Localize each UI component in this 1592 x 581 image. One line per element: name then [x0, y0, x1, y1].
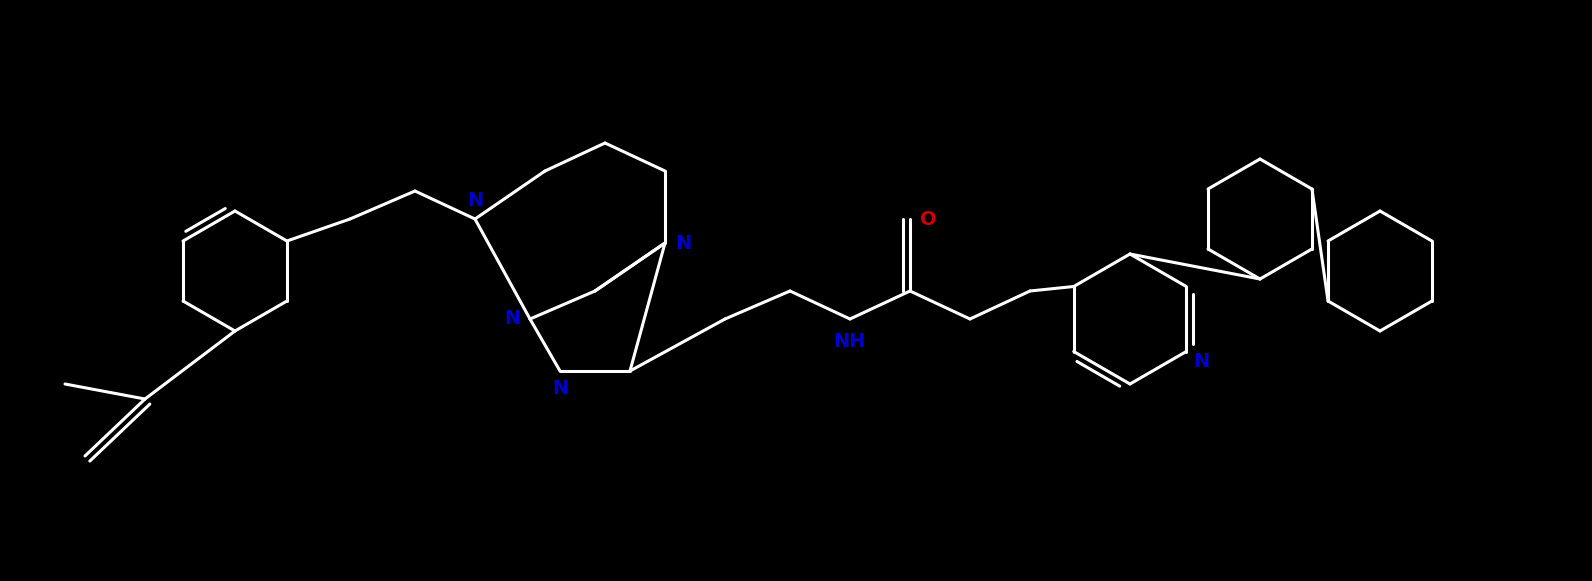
Text: N: N [1192, 352, 1210, 371]
Text: N: N [505, 310, 521, 328]
Text: O: O [920, 210, 936, 228]
Text: N: N [675, 234, 691, 253]
Text: N: N [552, 379, 568, 399]
Text: NH: NH [834, 332, 866, 350]
Text: N: N [466, 192, 482, 210]
